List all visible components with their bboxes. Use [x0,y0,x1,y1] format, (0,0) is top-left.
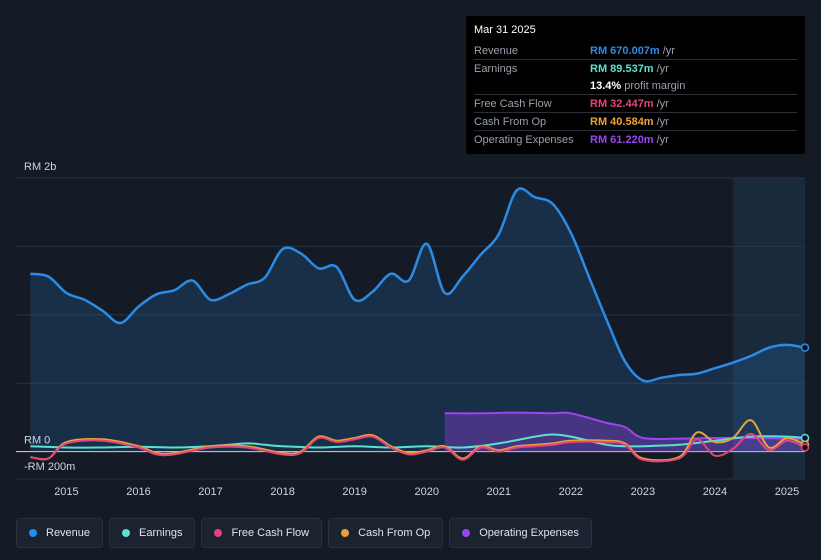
x-axis-label: 2016 [126,486,150,498]
tooltip-margin-value: 13.4% [590,79,622,92]
legend-dot-icon [214,529,223,537]
tooltip-value: RM 32.447m [590,97,654,110]
tooltip-unit: /yr [656,133,669,146]
legend-label: Revenue [46,527,91,539]
series-line-free-cash-flow [30,432,806,463]
chart-legend: Revenue Earnings Free Cash Flow Cash Fro… [16,518,592,548]
tooltip-row-free-cash-flow: Free Cash Flow RM 32.447m /yr [474,94,797,112]
tooltip-label: Revenue [474,44,519,57]
legend-label: Operating Expenses [479,527,579,539]
legend-item-free-cash-flow[interactable]: Free Cash Flow [201,518,323,548]
legend-dot-icon [341,529,350,537]
tooltip-row-profit-margin: 13.4% profit margin [474,77,797,94]
tooltip-label: Cash From Op [474,115,547,128]
x-axis-label: 2019 [342,486,366,498]
legend-item-earnings[interactable]: Earnings [109,518,196,548]
tooltip-value: RM 89.537m [590,62,654,75]
tooltip-value: RM 40.584m [590,115,654,128]
x-axis-label: 2017 [198,486,222,498]
legend-dot-icon [29,529,37,537]
tooltip-row-operating-expenses: Operating Expenses RM 61.220m /yr [474,130,797,148]
series-endpoint-earnings [800,433,810,443]
tooltip-label: Earnings [474,62,518,75]
legend-label: Cash From Op [358,527,431,539]
legend-item-cash-from-op[interactable]: Cash From Op [328,518,444,548]
x-axis-label: 2024 [703,486,727,498]
tooltip-row-revenue: Revenue RM 670.007m /yr [474,42,797,59]
legend-dot-icon [462,529,471,537]
series-endpoint-free-cash-flow [800,443,810,452]
x-axis-label: 2018 [270,486,294,498]
legend-label: Free Cash Flow [231,527,310,539]
x-axis-label: 2025 [775,486,799,498]
legend-label: Earnings [139,527,183,539]
legend-dot-icon [122,529,131,537]
series-line-revenue [30,187,806,383]
tooltip-unit: /yr [656,97,669,110]
series-endpoint-revenue [800,343,810,352]
tooltip-label: Free Cash Flow [474,97,552,110]
series-area-revenue [30,188,805,452]
tooltip-value: RM 61.220m [590,133,654,146]
series-line-operating-expenses [444,411,806,441]
tooltip-row-earnings: Earnings RM 89.537m /yr [474,59,797,77]
x-axis-label: 2020 [414,486,438,498]
tooltip-unit: /yr [656,115,669,128]
x-axis-label: 2022 [559,486,583,498]
tooltip-panel: Mar 31 2025 Revenue RM 670.007m /yr Earn… [466,16,805,154]
series-line-cash-from-op [30,419,806,462]
y-axis-label: RM 2b [24,161,56,173]
x-axis-label: 2023 [631,486,655,498]
x-axis-label: 2021 [487,486,511,498]
x-axis-label: 2015 [54,486,78,498]
chart-area[interactable]: RM 2b RM 0 -RM 200m 2015 2016 2017 2018 2019 202… [0,0,821,510]
y-axis-label: RM 0 [24,435,50,447]
tooltip-row-cash-from-op: Cash From Op RM 40.584m /yr [474,112,797,130]
tooltip-margin-text: profit margin [624,79,686,92]
tooltip-label: Operating Expenses [474,133,574,146]
legend-item-revenue[interactable]: Revenue [16,518,104,548]
tooltip-unit: /yr [656,62,669,75]
tooltip-date: Mar 31 2025 [474,24,536,36]
legend-item-operating-expenses[interactable]: Operating Expenses [449,518,592,548]
highlight-band [732,178,805,479]
tooltip-value: RM 670.007m [590,44,660,57]
y-axis-label: -RM 200m [24,461,75,473]
tooltip-unit: /yr [662,44,675,57]
